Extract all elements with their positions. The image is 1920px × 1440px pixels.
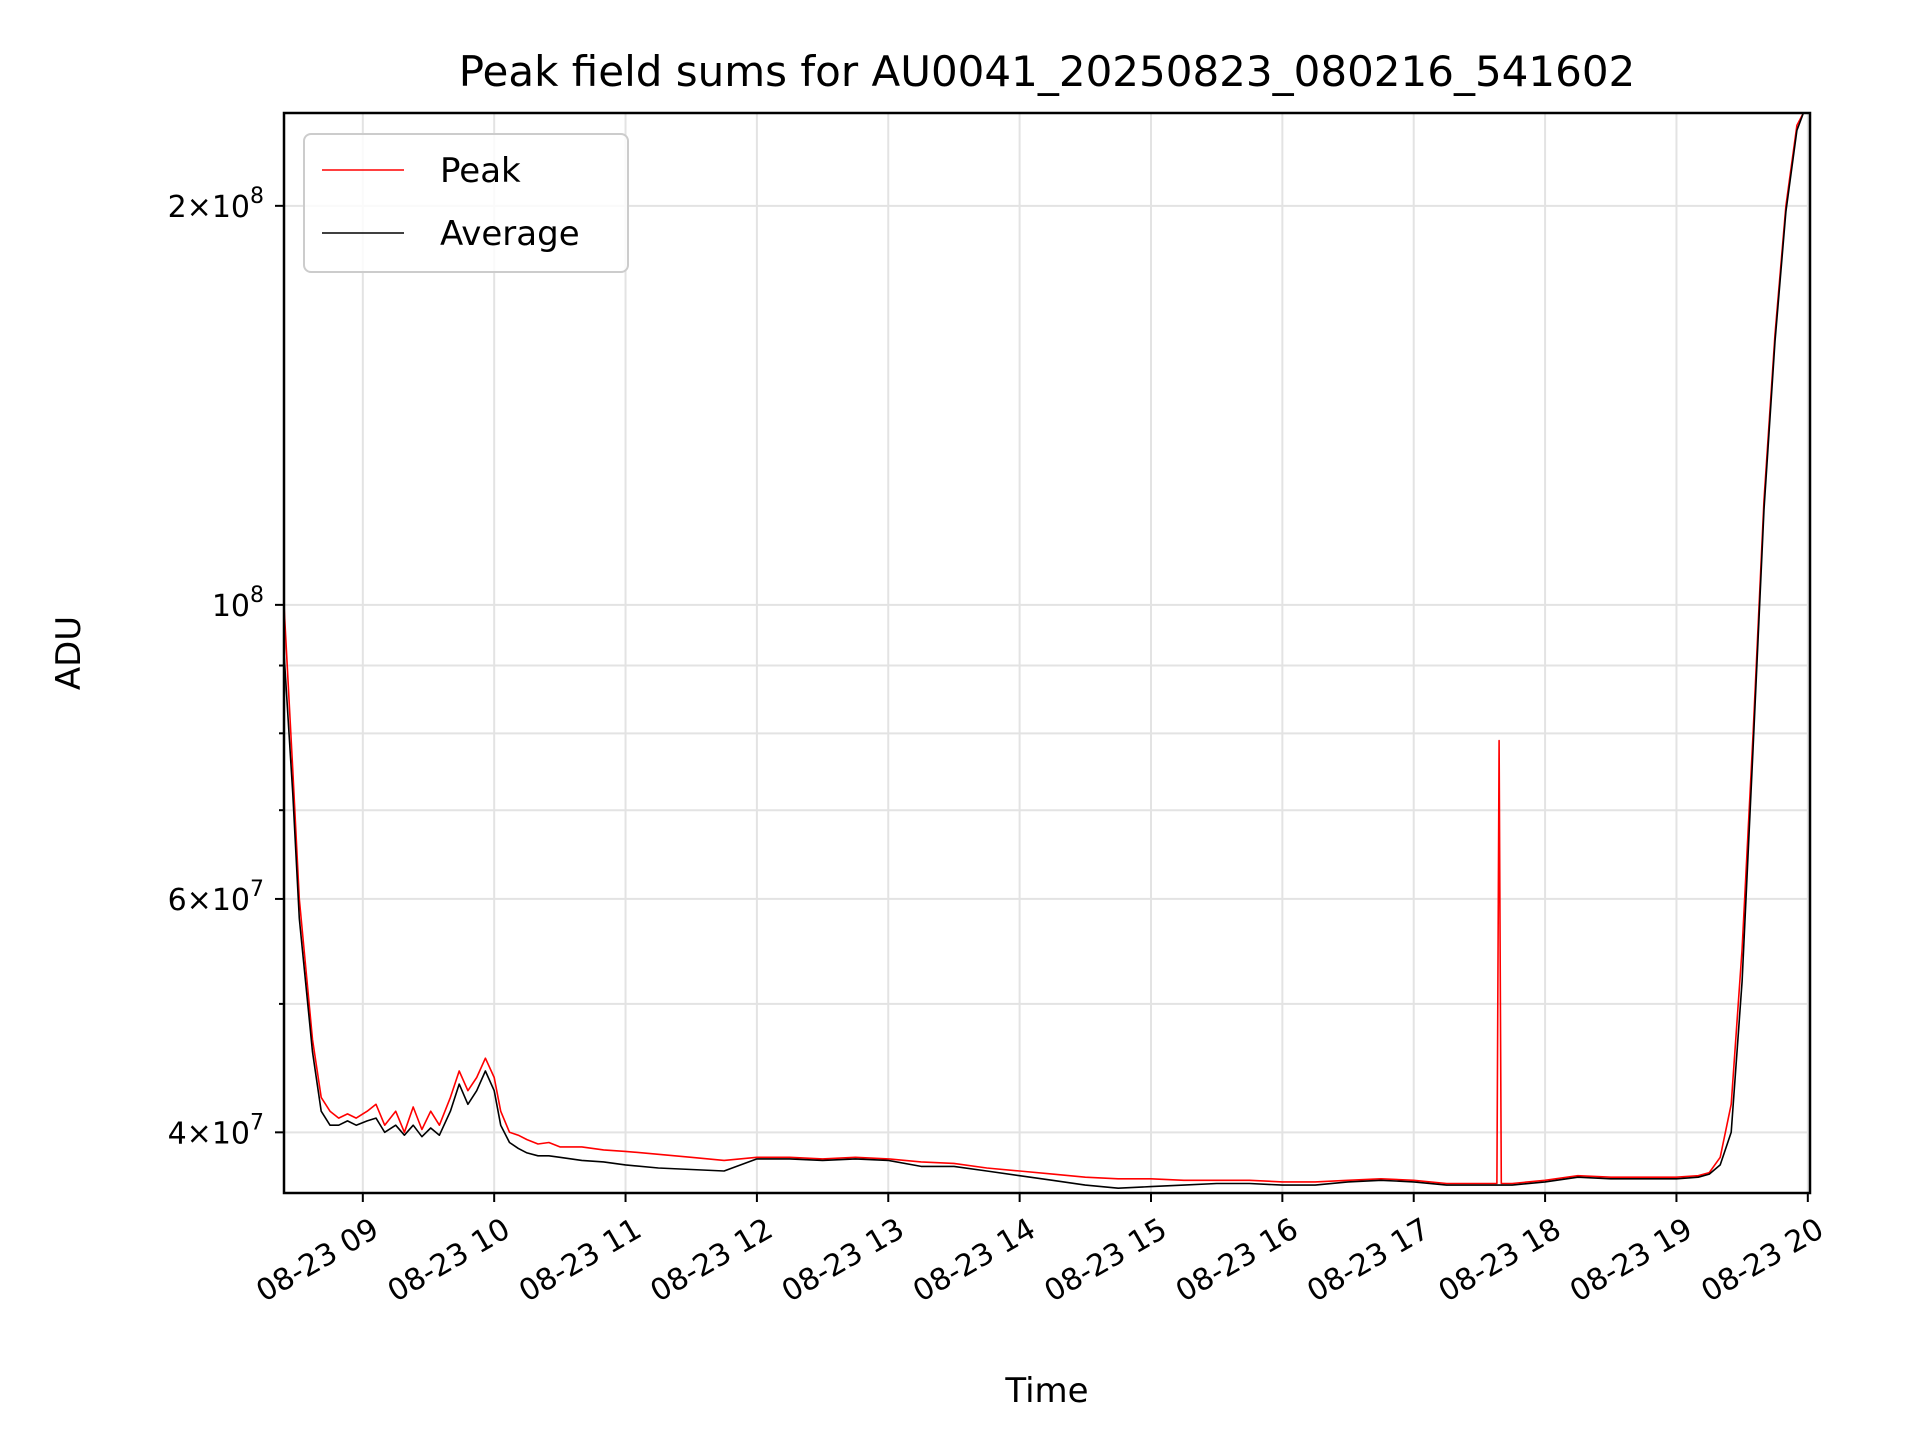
y-tick-label: 4×107 — [168, 1110, 264, 1151]
x-tick-label: 08-23 10 — [382, 1212, 516, 1310]
plot-frame — [282, 111, 1812, 1195]
y-axis-label: ADU — [49, 616, 89, 690]
x-tick-label: 08-23 20 — [1695, 1212, 1829, 1310]
series-peak-line — [284, 113, 1805, 1185]
x-tick-label: 08-23 19 — [1564, 1212, 1698, 1310]
x-tick-label: 08-23 17 — [1301, 1212, 1435, 1310]
x-tick-label: 08-23 18 — [1433, 1212, 1567, 1310]
x-axis-label: Time — [1004, 1371, 1088, 1411]
legend-average-label: Average — [440, 214, 580, 254]
y-tick-label: 2×108 — [168, 184, 264, 225]
series-layer — [284, 113, 1805, 1189]
chart-title: Peak field sums for AU0041_20250823_0802… — [459, 47, 1636, 96]
x-tick-label: 08-23 12 — [645, 1212, 779, 1310]
series-average-line — [284, 113, 1805, 1189]
y-axis-ticks: 4×107 6×107 108 2×108 — [168, 184, 284, 1151]
grid — [284, 113, 1810, 1193]
y-tick-label: 108 — [212, 583, 264, 624]
x-tick-label: 08-23 14 — [907, 1212, 1041, 1310]
legend-box — [303, 133, 629, 273]
y-tick-label: 6×107 — [168, 877, 264, 918]
x-tick-label: 08-23 13 — [776, 1212, 910, 1310]
legend-peak-label: Peak — [440, 151, 521, 191]
x-tick-label: 08-23 11 — [513, 1212, 647, 1310]
legend: Peak Average — [303, 133, 629, 273]
x-tick-label: 08-23 09 — [250, 1212, 384, 1310]
x-tick-label: 08-23 15 — [1039, 1212, 1173, 1310]
x-tick-label: 08-23 16 — [1170, 1212, 1304, 1310]
